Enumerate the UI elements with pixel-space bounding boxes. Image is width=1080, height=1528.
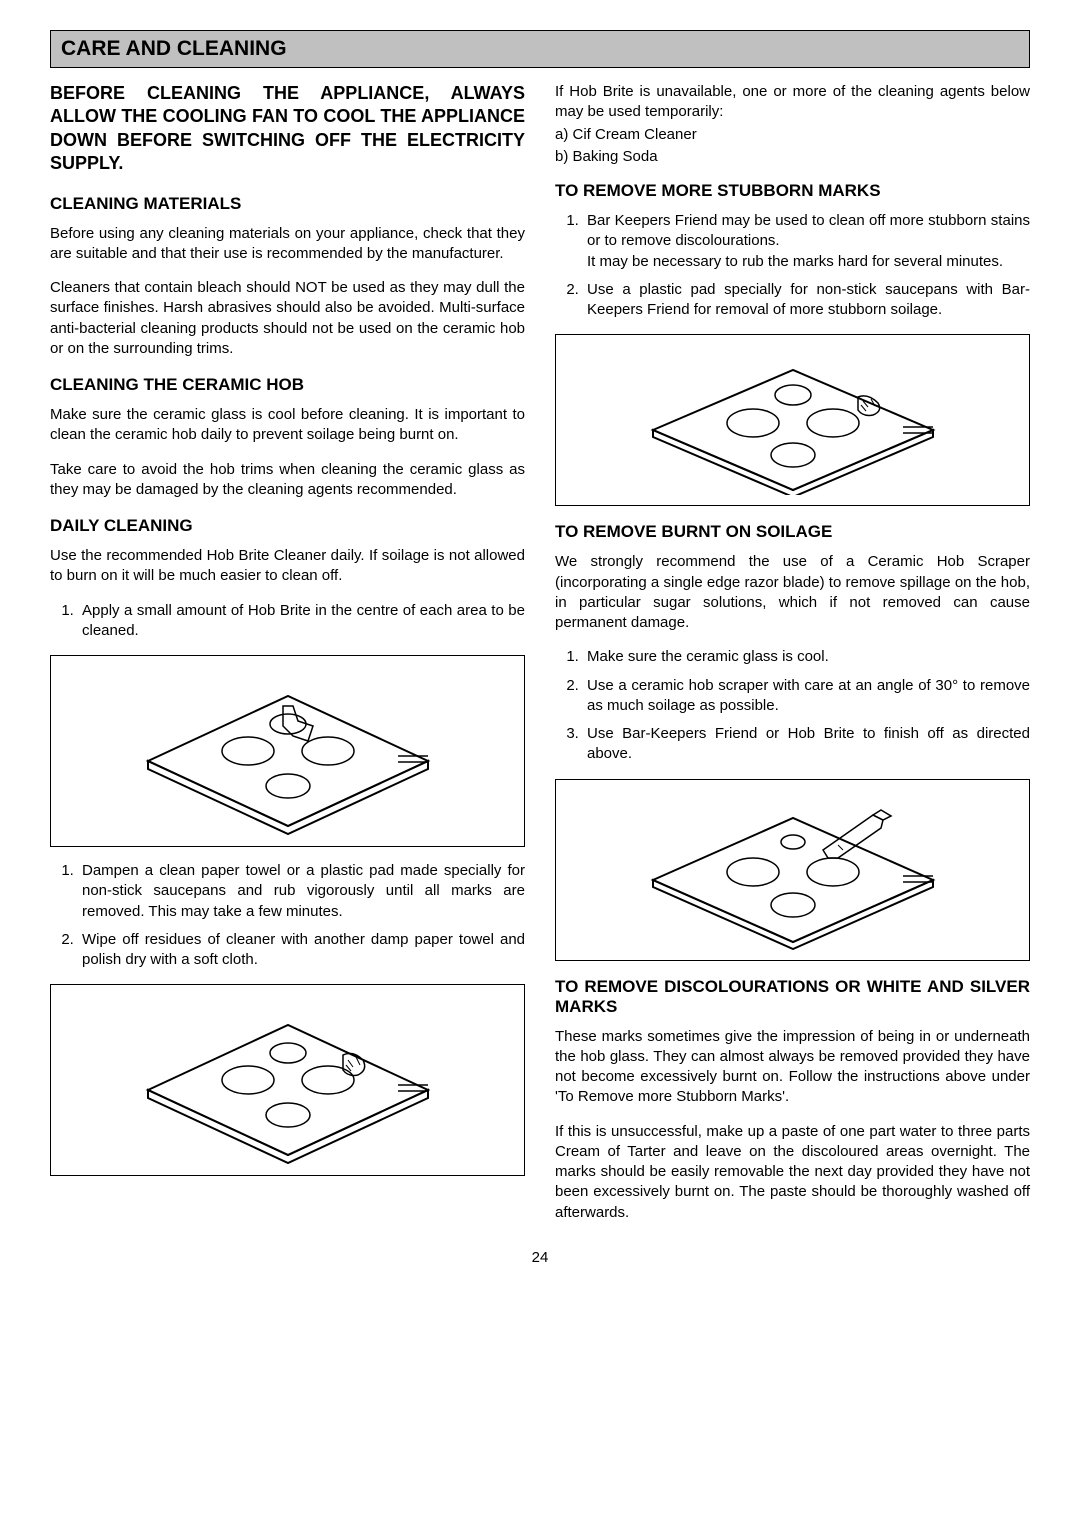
paragraph: If Hob Brite is unavailable, one or more… bbox=[555, 82, 1030, 123]
intro-warning: BEFORE CLEANING THE APPLIANCE, ALWAYS AL… bbox=[50, 82, 525, 176]
figure-hob-wipe bbox=[50, 984, 525, 1176]
section-cleaning-materials: CLEANING MATERIALS Before using any clea… bbox=[50, 194, 525, 360]
list-item: Wipe off residues of cleaner with anothe… bbox=[78, 930, 525, 971]
list-item: Apply a small amount of Hob Brite in the… bbox=[78, 601, 525, 642]
heading-burnt-soilage: TO REMOVE BURNT ON SOILAGE bbox=[555, 522, 1030, 542]
ordered-list: Dampen a clean paper towel or a plastic … bbox=[50, 861, 525, 970]
heading-daily-cleaning: DAILY CLEANING bbox=[50, 516, 525, 536]
paragraph: Cleaners that contain bleach should NOT … bbox=[50, 278, 525, 359]
figure-hob-brite bbox=[50, 655, 525, 847]
list-item-text: It may be necessary to rub the marks har… bbox=[587, 252, 1030, 272]
hob-diagram-icon bbox=[118, 995, 458, 1165]
right-column: If Hob Brite is unavailable, one or more… bbox=[555, 82, 1030, 1239]
list-item: Bar Keepers Friend may be used to clean … bbox=[583, 211, 1030, 272]
figure-hob-pad bbox=[555, 334, 1030, 506]
list-item-text: Bar Keepers Friend may be used to clean … bbox=[587, 211, 1030, 252]
left-column: BEFORE CLEANING THE APPLIANCE, ALWAYS AL… bbox=[50, 82, 525, 1239]
ordered-list: Apply a small amount of Hob Brite in the… bbox=[50, 601, 525, 642]
section-discolourations: TO REMOVE DISCOLOURATIONS OR WHITE AND S… bbox=[555, 977, 1030, 1223]
ordered-list: Make sure the ceramic glass is cool. Use… bbox=[555, 647, 1030, 764]
paragraph: If this is unsuccessful, make up a paste… bbox=[555, 1122, 1030, 1223]
list-item: Use a plastic pad specially for non-stic… bbox=[583, 280, 1030, 321]
heading-ceramic-hob: CLEANING THE CERAMIC HOB bbox=[50, 375, 525, 395]
paragraph: These marks sometimes give the impressio… bbox=[555, 1027, 1030, 1108]
section-ceramic-hob: CLEANING THE CERAMIC HOB Make sure the c… bbox=[50, 375, 525, 500]
alternatives-list: a) Cif Cream Cleaner b) Baking Soda bbox=[555, 125, 1030, 168]
paragraph: Make sure the ceramic glass is cool befo… bbox=[50, 405, 525, 446]
page-number: 24 bbox=[50, 1249, 1030, 1266]
page-header-bar: CARE AND CLEANING bbox=[50, 30, 1030, 68]
heading-cleaning-materials: CLEANING MATERIALS bbox=[50, 194, 525, 214]
hob-diagram-icon bbox=[118, 666, 458, 836]
two-column-layout: BEFORE CLEANING THE APPLIANCE, ALWAYS AL… bbox=[50, 82, 1030, 1239]
section-burnt-soilage: TO REMOVE BURNT ON SOILAGE We strongly r… bbox=[555, 522, 1030, 960]
paragraph: Use the recommended Hob Brite Cleaner da… bbox=[50, 546, 525, 587]
ordered-list: Bar Keepers Friend may be used to clean … bbox=[555, 211, 1030, 320]
list-item: Dampen a clean paper towel or a plastic … bbox=[78, 861, 525, 922]
heading-discolourations: TO REMOVE DISCOLOURATIONS OR WHITE AND S… bbox=[555, 977, 1030, 1017]
heading-stubborn-marks: TO REMOVE MORE STUBBORN MARKS bbox=[555, 181, 1030, 201]
page-title: CARE AND CLEANING bbox=[61, 37, 1019, 61]
list-item: Use a ceramic hob scraper with care at a… bbox=[583, 676, 1030, 717]
list-item: b) Baking Soda bbox=[555, 147, 1030, 167]
hob-diagram-icon bbox=[623, 345, 963, 495]
paragraph: We strongly recommend the use of a Ceram… bbox=[555, 552, 1030, 633]
hob-diagram-icon bbox=[623, 790, 963, 950]
paragraph: Before using any cleaning materials on y… bbox=[50, 224, 525, 265]
section-daily-cleaning: DAILY CLEANING Use the recommended Hob B… bbox=[50, 516, 525, 1176]
figure-hob-scraper bbox=[555, 779, 1030, 961]
list-item: Make sure the ceramic glass is cool. bbox=[583, 647, 1030, 667]
paragraph: Take care to avoid the hob trims when cl… bbox=[50, 460, 525, 501]
list-item: Use Bar-Keepers Friend or Hob Brite to f… bbox=[583, 724, 1030, 765]
section-stubborn-marks: TO REMOVE MORE STUBBORN MARKS Bar Keeper… bbox=[555, 181, 1030, 506]
list-item: a) Cif Cream Cleaner bbox=[555, 125, 1030, 145]
